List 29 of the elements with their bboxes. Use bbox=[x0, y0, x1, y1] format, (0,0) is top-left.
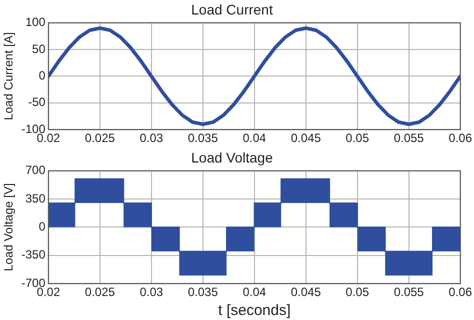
x-tick-label: 0.025 bbox=[84, 131, 116, 146]
y-tick-label: -350 bbox=[21, 248, 46, 262]
x-tick-label: 0.05 bbox=[346, 285, 370, 300]
x-tick-label: 0.025 bbox=[84, 285, 116, 300]
chart-title: Load Current bbox=[191, 1, 273, 18]
y-axis-title: Load Voltage [V] bbox=[2, 183, 16, 272]
x-tick-label: 0.055 bbox=[394, 131, 424, 146]
y-tick-label: 50 bbox=[32, 42, 46, 56]
x-tick-label: 0.03 bbox=[140, 285, 164, 300]
x-tick-label: 0.06 bbox=[448, 131, 472, 146]
y-tick-label: 0 bbox=[38, 220, 46, 234]
x-tick-label: 0.035 bbox=[188, 131, 218, 146]
x-tick-label: 0.045 bbox=[290, 131, 322, 146]
x-axis-title: t [seconds] bbox=[218, 302, 291, 320]
x-tick-label: 0.035 bbox=[188, 285, 218, 300]
x-tick-label: 0.055 bbox=[394, 285, 424, 300]
y-tick-label: -50 bbox=[28, 95, 46, 110]
x-tick-label: 0.045 bbox=[290, 285, 322, 300]
x-tick-label: 0.03 bbox=[140, 131, 164, 146]
y-tick-label: 700 bbox=[25, 163, 46, 178]
x-tick-label: 0.05 bbox=[346, 131, 370, 146]
chart-title: Load Voltage bbox=[191, 149, 274, 166]
y-tick-label: 100 bbox=[25, 15, 46, 30]
x-tick-label: 0.04 bbox=[242, 285, 266, 300]
x-tick-label: 0.06 bbox=[448, 285, 472, 300]
y-tick-label: 0 bbox=[38, 68, 46, 83]
y-tick-label: 350 bbox=[25, 191, 46, 206]
y-axis-title: Load Current [A] bbox=[2, 32, 16, 120]
x-tick-label: 0.04 bbox=[242, 131, 266, 146]
